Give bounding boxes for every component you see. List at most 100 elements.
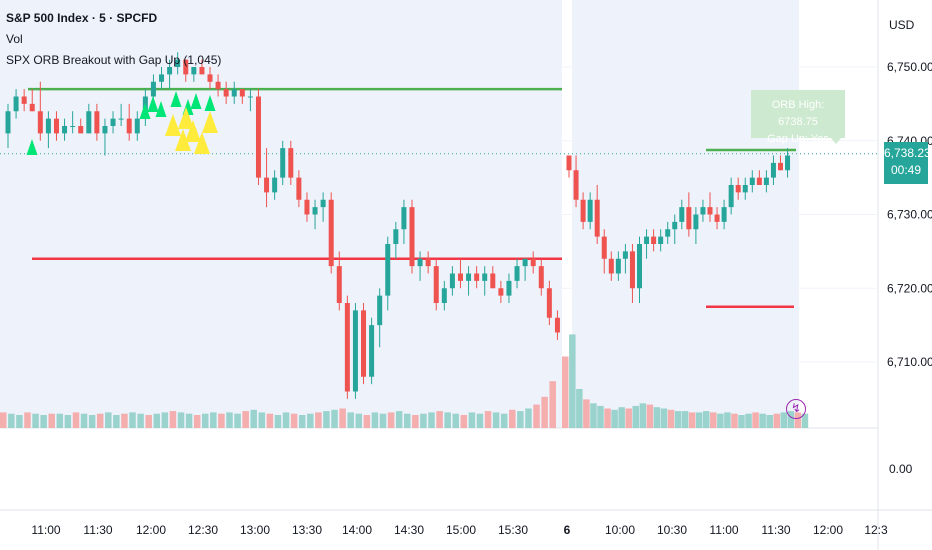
volume-bar xyxy=(72,412,80,428)
currency-label[interactable]: USD xyxy=(889,18,915,32)
candle-day1-body xyxy=(183,59,189,75)
volume-bar xyxy=(242,411,249,428)
time-tick-label: 12:3 xyxy=(864,523,888,537)
volume-tick-label: 0.00 xyxy=(889,462,913,476)
candle-day1-body xyxy=(514,266,520,281)
candle-day1-body xyxy=(369,325,375,377)
candle-day2-body xyxy=(580,199,586,222)
time-tick-label: 12:00 xyxy=(813,523,843,537)
candle-day1-body xyxy=(377,295,383,326)
candle-day2-body xyxy=(644,236,650,244)
volume-bar xyxy=(710,412,717,428)
candle-day1-body xyxy=(231,89,237,97)
time-tick-label: 6 xyxy=(564,523,571,537)
candle-day1-body xyxy=(288,148,294,178)
time-tick-label: 11:00 xyxy=(709,523,738,537)
candle-day1-body xyxy=(207,74,213,82)
candle-day2-body xyxy=(651,236,657,244)
volume-bar xyxy=(250,409,257,428)
volume-bar xyxy=(0,412,7,428)
time-tick-label: 10:30 xyxy=(657,523,687,537)
volume-bar xyxy=(476,413,484,428)
candle-day2-body xyxy=(587,199,593,222)
volume-bar xyxy=(395,411,403,428)
orb-indicator-label[interactable]: SPX ORB Breakout with Gap Up (1,045) xyxy=(6,53,222,67)
time-tick-label: 10:00 xyxy=(605,523,635,537)
candle-day2-body xyxy=(728,185,734,208)
gap-marker-yellow xyxy=(165,114,181,136)
last-price-tag: 6,738.23 00:49 xyxy=(884,142,931,184)
volume-bar xyxy=(218,413,225,428)
time-tick-label: 12:30 xyxy=(188,523,218,537)
volume-bar xyxy=(541,396,548,428)
candle-day2-body xyxy=(785,155,791,171)
symbol-title[interactable]: S&P 500 Index · 5 · SPCFD xyxy=(6,11,158,25)
candle-day2-body xyxy=(714,214,720,222)
volume-bar xyxy=(177,412,185,428)
volume-bar xyxy=(88,415,96,428)
candle-day1-body xyxy=(344,303,350,392)
candle-day1-body xyxy=(433,266,439,303)
candle-day1-body xyxy=(78,126,84,134)
volume-bar xyxy=(153,413,161,428)
price-tick-label: 6,730.00 xyxy=(887,208,932,222)
volume-bar xyxy=(48,413,55,428)
volume-bar xyxy=(64,415,72,428)
volume-bar xyxy=(24,412,31,428)
volume-bar xyxy=(323,411,330,428)
volume-bar xyxy=(590,403,597,428)
volume-bar xyxy=(674,411,682,428)
volume-bar xyxy=(703,411,710,428)
candle-day1-body xyxy=(239,89,245,97)
time-tick-label: 14:00 xyxy=(342,523,372,537)
volume-bar xyxy=(137,413,144,428)
candle-day1-body xyxy=(385,244,391,296)
volume-bar xyxy=(460,415,468,428)
candle-day2-body xyxy=(742,185,748,193)
bar-countdown: 00:49 xyxy=(890,163,922,177)
volume-bar xyxy=(569,334,576,428)
lightning-bolt-icon[interactable]: ↯ xyxy=(786,399,806,419)
candle-day1-body xyxy=(191,67,197,75)
candle-day1-body xyxy=(546,288,552,318)
volume-bar xyxy=(210,412,217,428)
breakout-marker-green xyxy=(204,95,216,111)
candle-day2-body xyxy=(566,155,572,171)
candle-day1-body xyxy=(361,310,367,377)
volume-bar xyxy=(202,413,209,428)
candle-day1-body xyxy=(264,177,270,193)
volume-bar xyxy=(185,413,193,428)
volume-bar xyxy=(145,415,152,428)
candle-day1-body xyxy=(150,81,156,97)
candle-day1-body xyxy=(409,207,415,267)
volume-bar xyxy=(387,412,395,428)
volume-bar xyxy=(731,413,738,428)
volume-bar xyxy=(331,409,338,428)
time-tick-label: 12:00 xyxy=(136,523,166,537)
volume-bar xyxy=(129,412,136,428)
breakout-marker-green xyxy=(147,96,159,112)
volume-bar xyxy=(695,412,703,428)
candle-day1-body xyxy=(255,96,261,178)
volume-bar xyxy=(525,408,532,428)
candle-day1-body xyxy=(474,273,480,281)
volume-bar xyxy=(161,412,169,428)
volume-bar xyxy=(681,411,689,428)
volume-bar xyxy=(801,413,809,428)
volume-bar xyxy=(363,415,371,428)
orb-levels xyxy=(0,87,878,308)
candle-day1-body xyxy=(199,67,205,75)
volume-indicator-label[interactable]: Vol xyxy=(6,32,23,46)
volume-bar xyxy=(452,413,459,428)
volume-bar xyxy=(274,415,282,428)
candle-day1-body xyxy=(118,118,124,120)
gap-marker-yellow xyxy=(175,129,191,151)
candle-day1-body xyxy=(482,273,488,281)
candle-day1-body xyxy=(296,177,302,200)
candle-day1-body xyxy=(223,89,229,97)
volume-bar xyxy=(226,412,233,428)
volume-bar xyxy=(436,411,443,428)
time-tick-label: 15:00 xyxy=(446,523,476,537)
candle-day1-body xyxy=(110,118,116,126)
